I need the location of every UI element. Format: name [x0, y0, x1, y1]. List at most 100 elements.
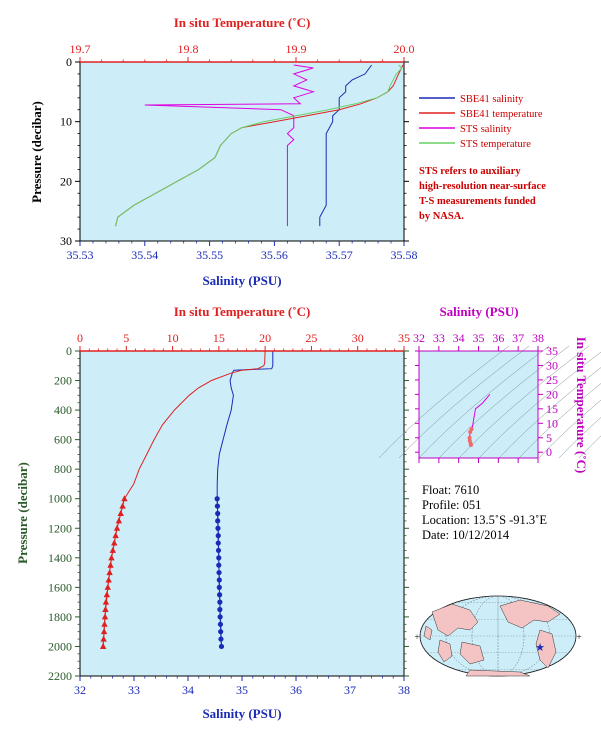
temperature-marker: [101, 620, 108, 627]
salinity-marker: [217, 614, 223, 620]
map-land: [423, 599, 561, 677]
profile-number: Profile: 051: [422, 498, 481, 512]
note-line-1: STS refers to auxiliary: [419, 166, 521, 177]
salinity-marker: [216, 555, 222, 561]
temperature-marker: [104, 583, 111, 590]
map-land-mass: [437, 639, 453, 663]
density-contour: [378, 345, 510, 459]
right-tick-label: 20: [546, 387, 558, 401]
salinity-marker: [216, 569, 222, 576]
density-contour: [578, 435, 601, 459]
density-contour: [438, 345, 570, 459]
left-tick-label: 30: [60, 234, 72, 248]
top-tick-label: 25: [305, 331, 317, 345]
map-left-marker: +: [414, 632, 419, 642]
salinity-marker: [215, 547, 222, 554]
left-tick-label: 1400: [48, 551, 72, 565]
legend-label: STS salinity: [460, 124, 512, 135]
left-tick-label: 0: [66, 55, 72, 69]
map-meridian: [419, 595, 577, 677]
top-plot-area: [115, 64, 404, 227]
top-panel-background: [80, 62, 404, 241]
right-tick-label: 0: [546, 445, 552, 459]
top-tick-label: 20: [259, 331, 271, 345]
top-tick-label: 32: [413, 331, 425, 345]
bottom-tick-label: 35.54: [131, 248, 158, 262]
salinity-marker: [215, 518, 221, 524]
bottom-tick-label: 35.58: [391, 248, 418, 262]
temperature-marker: [119, 502, 126, 509]
bottom-plot-area: [99, 350, 274, 650]
salinity-marker: [217, 621, 223, 627]
temperature-marker: [117, 510, 124, 516]
salinity-marker: [217, 606, 223, 613]
map-land-mass: [459, 641, 485, 665]
bottom-panel-ticks: 0 5 10 15 20 25 30 35 32 33 34 35 36 37 38 0 200 400 600 80…: [48, 331, 410, 697]
left-tick-label: 1000: [48, 492, 72, 506]
top-panel-ticks: 19.7 19.8 19.9 20.0 35.53 35.54 35.55 35.56 35.5…: [60, 42, 418, 262]
top-tick-label: 34: [453, 331, 465, 345]
temperature-marker: [106, 569, 113, 576]
bottom-tick-label: 35.55: [196, 248, 223, 262]
bottom-tick-label: 36: [290, 683, 302, 697]
temperature-marker: [101, 613, 109, 620]
note-line-2: high-resolution near-surface: [419, 181, 546, 192]
bottom-tick-label: 38: [398, 683, 410, 697]
series-sbe41-salinity: [319, 64, 373, 227]
float-location-star-icon: ★: [535, 642, 545, 654]
density-contour: [558, 417, 601, 459]
salinity-marker: [216, 592, 223, 598]
right-tick-label: 15: [546, 402, 558, 416]
bottom-tick-label: 35.53: [67, 248, 94, 262]
top-tick-label: 36: [492, 331, 504, 345]
left-tick-label: 600: [54, 433, 72, 447]
density-contour: [398, 345, 530, 459]
bottom-tick-label: 35.56: [261, 248, 288, 262]
series-sts-temperature: [115, 64, 403, 227]
top-tick-label: 38: [532, 331, 544, 345]
density-contour: [478, 351, 601, 459]
right-tick-label: 35: [546, 344, 558, 358]
ts-deep-marker: [468, 429, 473, 434]
left-tick-label: 0: [66, 344, 72, 358]
left-tick-label: 10: [60, 115, 72, 129]
salinity-marker: [216, 562, 222, 568]
temperature-marker: [99, 642, 107, 649]
bottom-pressure-axis-title: Pressure (decibar): [15, 462, 30, 564]
bottom-tick-label: 34: [182, 683, 194, 697]
top-tick-label: 15: [213, 331, 225, 345]
bottom-temp-axis-title: In situ Temperature (˚C): [174, 304, 311, 319]
left-tick-label: 200: [54, 374, 72, 388]
density-contour: [418, 345, 550, 459]
temperature-marker: [103, 591, 111, 598]
bottom-sal-axis-title: Salinity (PSU): [202, 706, 281, 721]
left-tick-label: 1800: [48, 610, 72, 624]
top-tick-label: 35: [473, 331, 485, 345]
ts-temp-axis-title: In situ Temperature (˚C): [574, 337, 589, 474]
float-info: Float: 7610 Profile: 051 Location: 13.5˚…: [422, 483, 547, 542]
top-tick-label: 5: [123, 331, 129, 345]
top-tick-label: 10: [167, 331, 179, 345]
top-tick-label: 0: [77, 331, 83, 345]
float-number: Float: 7610: [422, 483, 479, 497]
note-line-4: by NASA.: [419, 211, 464, 222]
salinity-marker: [218, 643, 225, 650]
float-location: Location: 13.5˚S -91.3˚E: [422, 513, 547, 527]
temperature-marker: [107, 561, 114, 568]
top-legend: SBE41 salinity SBE41 temperature STS salin…: [419, 94, 543, 150]
salinity-marker: [215, 540, 221, 546]
map-land-mass: [535, 629, 557, 669]
right-tick-label: 10: [546, 416, 558, 430]
bottom-tick-label: 35: [236, 683, 248, 697]
temperature-marker: [115, 517, 123, 524]
bottom-tick-label: 37: [344, 683, 356, 697]
ts-panel-background: [419, 351, 538, 458]
left-tick-label: 2200: [48, 669, 72, 683]
map-land-mass: [499, 599, 561, 629]
map-land-mass: [423, 625, 433, 641]
map-land-mass: [465, 669, 531, 677]
top-tick-label: 19.8: [178, 42, 199, 56]
salinity-marker: [215, 533, 221, 539]
bottom-panel-background: [80, 351, 404, 676]
